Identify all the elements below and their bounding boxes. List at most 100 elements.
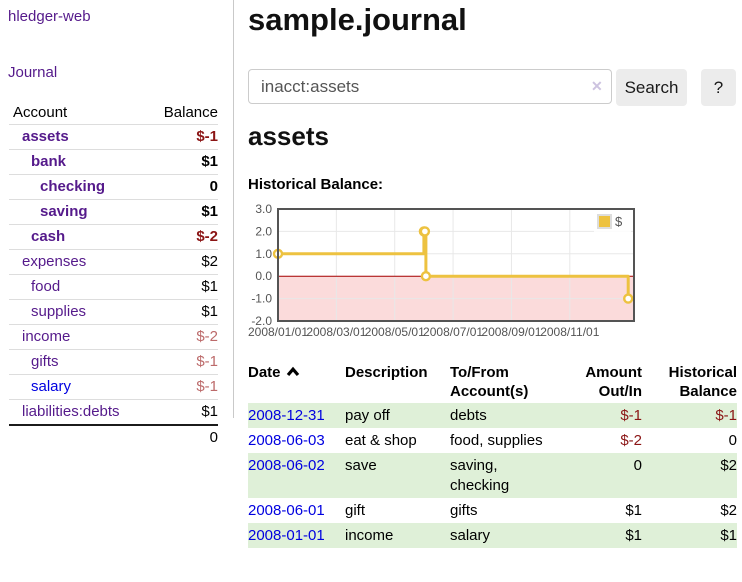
transaction-amount: $1 bbox=[625, 527, 642, 544]
account-link-gifts[interactable]: gifts bbox=[31, 353, 59, 370]
register-row: 2008-01-01 income salary $1 $1 bbox=[248, 523, 737, 548]
account-link-cash[interactable]: cash bbox=[31, 228, 66, 245]
account-balance: 0 bbox=[209, 178, 218, 195]
data-point-marker bbox=[623, 293, 634, 304]
search-button[interactable]: Search bbox=[616, 69, 687, 106]
account-link-salary[interactable]: salary bbox=[31, 378, 72, 395]
account-row: food $1 bbox=[9, 275, 218, 300]
x-axis-tick-label: 2008/03/01 bbox=[306, 325, 366, 339]
register-row: 2008-12-31 pay off debts $-1 $-1 bbox=[248, 403, 737, 428]
account-row: checking 0 bbox=[9, 175, 218, 200]
transaction-balance: $1 bbox=[720, 527, 737, 544]
account-row: bank $1 bbox=[9, 150, 218, 175]
x-axis-tick-label: 2008/09/01 bbox=[481, 325, 541, 339]
account-balance: $1 bbox=[201, 303, 218, 320]
transaction-accounts: gifts bbox=[450, 502, 478, 519]
y-axis-tick-label: 0.0 bbox=[255, 269, 272, 283]
chart-border bbox=[277, 208, 635, 322]
data-point-marker bbox=[419, 226, 431, 237]
accounts-header-account: Account bbox=[13, 104, 68, 121]
account-link-food[interactable]: food bbox=[31, 278, 61, 295]
transaction-accounts: salary bbox=[450, 527, 491, 544]
y-axis-tick-label: 2.0 bbox=[255, 224, 272, 238]
account-balance: $-1 bbox=[196, 378, 218, 395]
legend-swatch bbox=[597, 214, 612, 229]
transaction-balance: $2 bbox=[720, 457, 737, 474]
account-balance: $1 bbox=[201, 403, 218, 420]
x-axis-tick-label: 2008/07/01 bbox=[423, 325, 483, 339]
y-axis-tick-label: -2.0 bbox=[251, 314, 272, 328]
register-header-date[interactable]: Date bbox=[248, 361, 345, 403]
accounts-header-balance: Balance bbox=[163, 104, 218, 121]
sort-ascending-chevron-up-icon bbox=[286, 366, 299, 377]
account-row: expenses $2 bbox=[9, 250, 218, 275]
account-link-income[interactable]: income bbox=[22, 328, 71, 345]
register-row: 2008-06-02 save saving, checking 0 $2 bbox=[248, 453, 737, 498]
transaction-description: pay off bbox=[345, 407, 390, 424]
account-link-expenses[interactable]: expenses bbox=[22, 253, 87, 270]
account-link-checking[interactable]: checking bbox=[40, 178, 106, 195]
transaction-description: save bbox=[345, 457, 377, 474]
transaction-date-link[interactable]: 2008-12-31 bbox=[248, 407, 325, 424]
x-axis-tick-label: 2008/01/01 bbox=[248, 325, 308, 339]
account-balance: $1 bbox=[201, 203, 218, 220]
page-title: sample.journal bbox=[248, 2, 467, 37]
legend-label: $ bbox=[615, 214, 623, 229]
y-axis-tick-label: 1.0 bbox=[255, 247, 272, 261]
account-row: saving $1 bbox=[9, 200, 218, 225]
transaction-amount: $-2 bbox=[620, 432, 642, 449]
transaction-accounts: debts bbox=[450, 407, 487, 424]
sidebar: hledger-web Journal Account Balance asse… bbox=[0, 0, 234, 582]
transaction-description: eat & shop bbox=[345, 432, 417, 449]
register-row: 2008-06-03 eat & shop food, supplies $-2 0 bbox=[248, 428, 737, 453]
account-balance: $2 bbox=[201, 253, 218, 270]
transaction-balance: 0 bbox=[728, 432, 737, 449]
journal-nav-link[interactable]: Journal bbox=[8, 64, 58, 81]
transaction-date-link[interactable]: 2008-06-02 bbox=[248, 457, 325, 474]
accounts-total-value: 0 bbox=[209, 429, 218, 446]
account-link-saving[interactable]: saving bbox=[40, 203, 88, 220]
transaction-accounts: saving, checking bbox=[450, 457, 510, 494]
transaction-date-link[interactable]: 2008-06-03 bbox=[248, 432, 325, 449]
transaction-balance: $-1 bbox=[715, 407, 737, 424]
account-heading: assets bbox=[248, 121, 329, 151]
register-header-historical: Historical Balance bbox=[668, 364, 737, 400]
chart-title: Historical Balance: bbox=[248, 176, 384, 193]
transaction-amount: $-1 bbox=[620, 407, 642, 424]
help-button[interactable]: ? bbox=[701, 69, 736, 106]
register-row: 2008-06-01 gift gifts $1 $2 bbox=[248, 498, 737, 523]
app-title-link[interactable]: hledger-web bbox=[8, 8, 91, 25]
historical-balance-chart: 3.0 2.0 1.0 0.0 -1.0 -2.02008/01/012008/03/01… bbox=[248, 202, 635, 339]
account-balance: $-2 bbox=[196, 328, 218, 345]
account-row: assets $-1 bbox=[9, 125, 218, 150]
search-input[interactable] bbox=[248, 69, 612, 104]
register-table: Date Description To/From Account(s) Amount Ou… bbox=[248, 361, 737, 548]
transaction-description: gift bbox=[345, 502, 366, 519]
register-header-tofrom: To/From Account(s) bbox=[450, 364, 529, 400]
x-axis-tick-label: 2008/05/01 bbox=[365, 325, 425, 339]
data-point-marker bbox=[420, 270, 432, 282]
account-row: supplies $1 bbox=[9, 300, 218, 325]
register-header-description: Description bbox=[345, 364, 428, 381]
transaction-balance: $2 bbox=[720, 502, 737, 519]
accounts-total-row: 0 bbox=[9, 425, 218, 450]
account-link-supplies[interactable]: supplies bbox=[31, 303, 87, 320]
transaction-amount: 0 bbox=[633, 457, 642, 474]
account-row: income $-2 bbox=[9, 325, 218, 350]
account-balance: $-1 bbox=[196, 128, 218, 145]
account-balance: $1 bbox=[201, 278, 218, 295]
account-row: salary $-1 bbox=[9, 375, 218, 400]
account-link-bank[interactable]: bank bbox=[31, 153, 67, 170]
register-header-amount: Amount Out/In bbox=[585, 364, 642, 400]
account-link-liabilities-debts[interactable]: liabilities:debts bbox=[22, 403, 120, 420]
transaction-date-link[interactable]: 2008-01-01 bbox=[248, 527, 325, 544]
transaction-date-link[interactable]: 2008-06-01 bbox=[248, 502, 325, 519]
account-link-assets[interactable]: assets bbox=[22, 128, 69, 145]
account-row: liabilities:debts $1 bbox=[9, 400, 218, 425]
accounts-header-row: Account Balance bbox=[9, 101, 218, 125]
transaction-description: income bbox=[345, 527, 394, 544]
account-balance: $-1 bbox=[196, 353, 218, 370]
y-axis-tick-label: -1.0 bbox=[251, 292, 272, 306]
clear-search-icon[interactable]: ✕ bbox=[591, 78, 603, 94]
account-balance: $1 bbox=[201, 153, 218, 170]
